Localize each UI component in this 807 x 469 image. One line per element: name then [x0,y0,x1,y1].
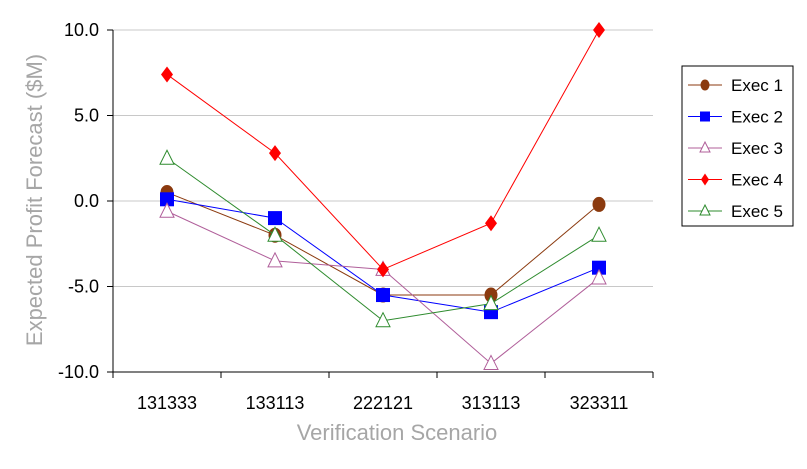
y-tick-label: 0.0 [74,191,99,211]
legend-label: Exec 3 [731,139,783,158]
data-point [160,192,174,207]
legend-item: Exec 2 [688,108,783,127]
series-5 [159,149,607,328]
tick-labels: 10.0 5.0 0.0 -5.0 -10.0 131333 133113 222121 313… [58,20,628,413]
series-area [159,22,607,370]
series-1 [160,184,606,303]
data-point [267,226,283,242]
legend-item: Exec 3 [688,139,783,158]
data-point [483,294,499,311]
y-tick-label: -5.0 [68,277,99,297]
series-line [166,210,600,365]
legend-item: Exec 5 [688,202,783,221]
data-point [376,288,390,303]
data-point [592,196,606,212]
data-point [269,145,281,162]
data-point [593,22,605,38]
axes [107,29,654,378]
legend-label: Exec 4 [731,171,783,190]
legend-label: Exec 5 [731,202,783,221]
legend-label: Exec 1 [731,76,783,95]
series-line [166,29,600,270]
data-point [591,268,607,285]
series-2 [160,192,606,320]
y-tick-label: 10.0 [64,20,99,40]
data-point [592,260,606,275]
data-point [701,173,709,186]
x-axis-label: Verification Scenario [297,420,498,445]
data-point [699,203,711,216]
y-tick-label: 5.0 [74,106,99,126]
legend-item: Exec 1 [688,76,783,95]
data-point [700,111,710,122]
data-point [268,211,282,226]
data-point [483,354,499,370]
data-point [377,261,389,278]
data-point [699,140,711,153]
legend: Exec 1 Exec 2 Exec 3 Exec 4 Exec 5 [681,65,794,227]
data-point [159,149,175,165]
series-4 [161,22,605,278]
legend-box [681,65,794,227]
y-tick-label: -10.0 [58,362,99,382]
x-tick-label: 131333 [137,393,197,413]
data-point [591,226,607,242]
x-tick-label: 133113 [246,393,305,413]
data-point [375,311,391,328]
legend-item: Exec 4 [688,171,783,190]
data-point [485,215,497,232]
legend-label: Exec 2 [731,108,783,127]
data-point [161,66,173,83]
data-point [159,202,175,218]
x-tick-label: 222121 [353,393,413,413]
data-point [267,251,283,268]
x-tick-label: 323311 [570,393,629,413]
series-line [166,191,600,296]
x-tick-label: 313113 [462,393,521,413]
y-axis-label: Expected Profit Forecast ($M) [22,54,47,346]
data-point [700,79,710,91]
